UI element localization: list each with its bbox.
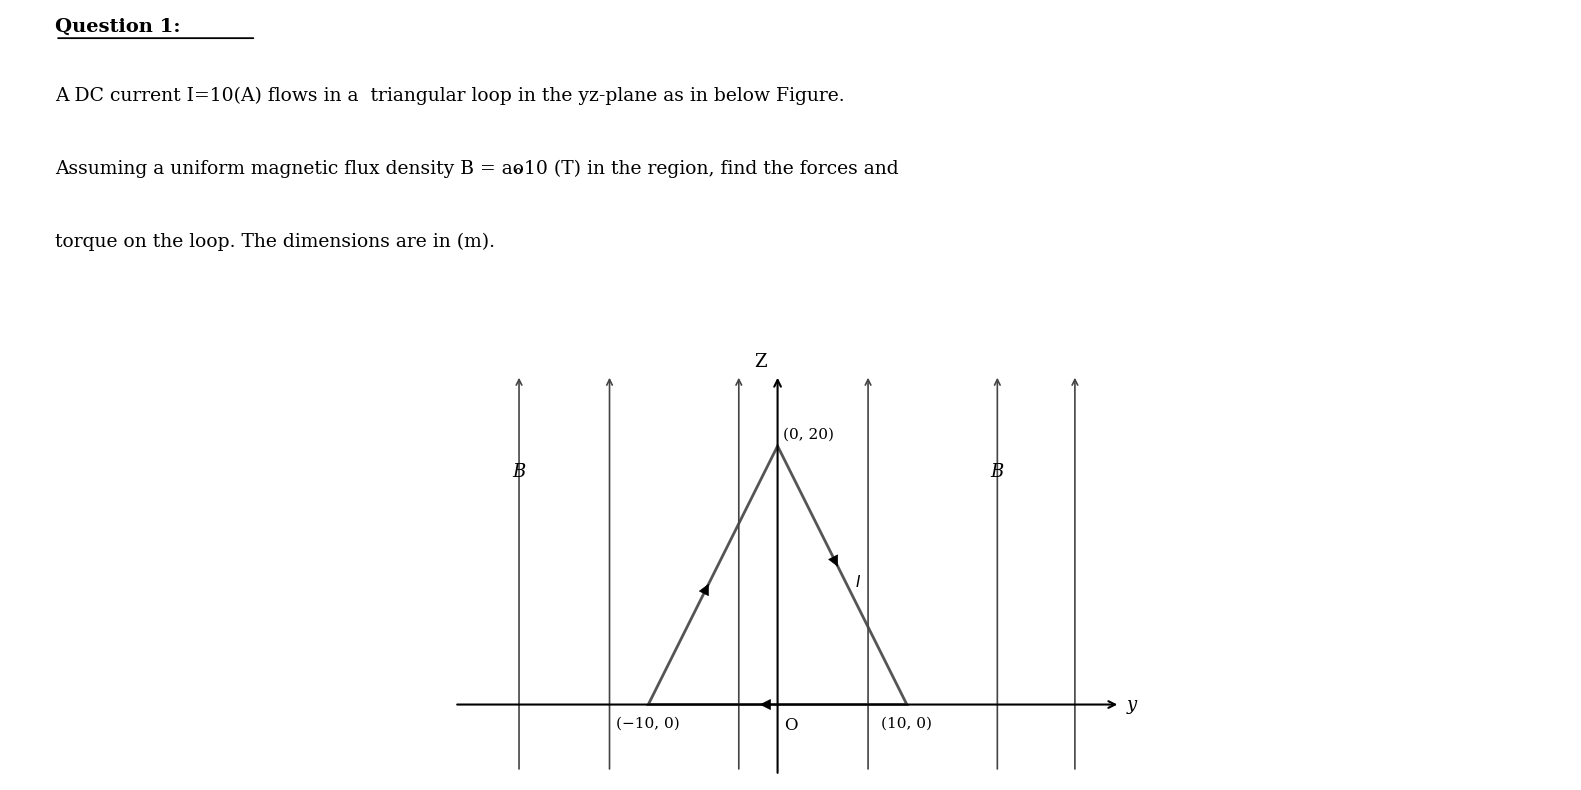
Text: B: B [512,463,525,481]
Text: Assuming a uniform magnetic flux density B = aⱺ10 (T) in the region, find the fo: Assuming a uniform magnetic flux density… [55,160,900,179]
Text: (0, 20): (0, 20) [783,428,833,442]
Text: Question 1:: Question 1: [55,18,180,36]
Text: B: B [991,463,1004,481]
Text: Z: Z [754,353,767,371]
Text: torque on the loop. The dimensions are in (m).: torque on the loop. The dimensions are i… [55,232,495,251]
Text: (10, 0): (10, 0) [881,717,933,730]
Text: A DC current I=10(A) flows in a  triangular loop in the yz-plane as in below Fig: A DC current I=10(A) flows in a triangul… [55,87,844,106]
Text: O: O [784,717,797,735]
Text: y: y [1127,695,1137,713]
Text: $I$: $I$ [855,574,862,589]
Text: (−10, 0): (−10, 0) [617,717,680,730]
